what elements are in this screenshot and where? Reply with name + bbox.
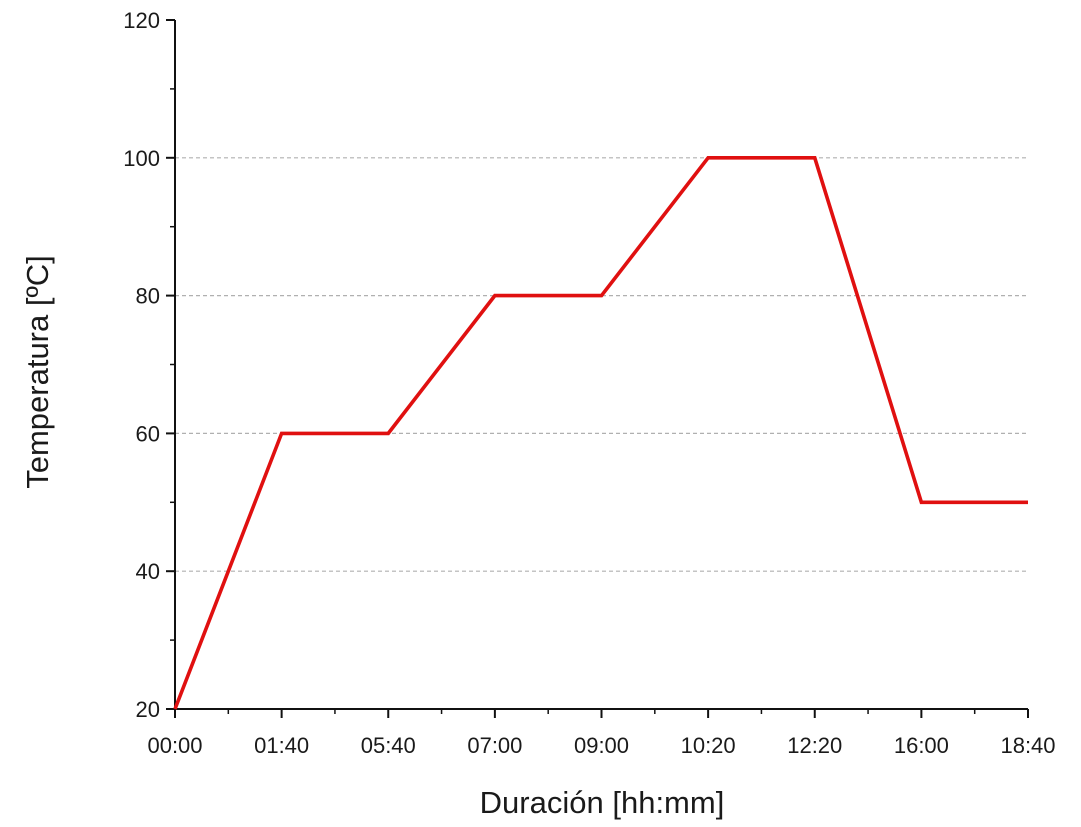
y-tick-label-120: 120 (123, 8, 160, 33)
y-ticks: 20 40 60 80 100 120 (123, 8, 175, 722)
x-ticks: 00:00 01:40 05:40 07:00 09:00 10:20 12:20 16:00… (147, 709, 1056, 758)
x-tick-label-6: 12:20 (787, 733, 842, 758)
series-layer (173, 156, 1028, 710)
x-tick-label-1: 01:40 (254, 733, 309, 758)
x-axis-label: Duración [hh:mm] (480, 785, 725, 820)
y-axis-label: Temperatura [ºC] (20, 255, 55, 489)
x-tick-label-5: 10:20 (681, 733, 736, 758)
x-tick-label-2: 05:40 (361, 733, 416, 758)
y-tick-label-20: 20 (136, 697, 160, 722)
x-tick-label-3: 07:00 (467, 733, 522, 758)
y-tick-label-60: 60 (136, 421, 160, 446)
grid-lines (175, 157, 1028, 572)
x-tick-label-4: 09:00 (574, 733, 629, 758)
y-tick-label-80: 80 (136, 284, 160, 309)
x-tick-label-7: 16:00 (894, 733, 949, 758)
y-tick-label-40: 40 (136, 559, 160, 584)
x-tick-label-0: 00:00 (147, 733, 202, 758)
series-line-0 (173, 156, 1028, 710)
x-tick-label-8: 18:40 (1000, 733, 1055, 758)
axes (174, 20, 1028, 710)
y-tick-label-100: 100 (123, 146, 160, 171)
